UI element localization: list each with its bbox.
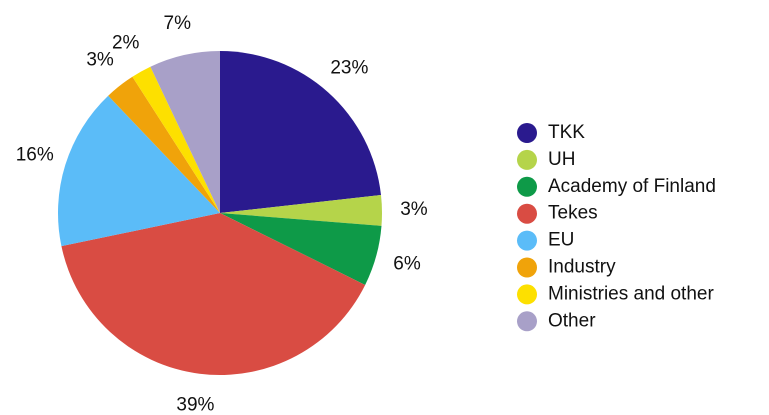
legend-label: UH — [548, 149, 575, 170]
legend-label: Academy of Finland — [548, 176, 716, 197]
slice-label: 6% — [393, 254, 421, 275]
legend-swatch — [517, 284, 537, 305]
slice-label: 23% — [330, 57, 368, 78]
legend-swatch — [517, 203, 537, 224]
pie-slice — [220, 51, 382, 213]
legend-swatch — [517, 149, 537, 170]
pie-slice — [61, 213, 366, 376]
pie-slice — [220, 195, 382, 226]
pie-slice — [150, 51, 220, 213]
legend-label: EU — [548, 230, 574, 251]
legend-label: Tekes — [548, 203, 598, 224]
pie-slice — [132, 66, 220, 214]
slice-label: 3% — [86, 50, 114, 71]
slice-label: 2% — [112, 32, 140, 53]
slice-label: 7% — [164, 13, 192, 34]
legend-swatch — [517, 123, 537, 143]
legend-label: Industry — [548, 257, 616, 278]
legend-label: Other — [548, 310, 596, 331]
legend-swatch — [517, 311, 537, 332]
legend-label: TKK — [548, 122, 585, 143]
legend-swatch — [517, 257, 537, 278]
slice-label: 3% — [400, 199, 428, 220]
pie-slice — [220, 213, 382, 285]
pie-slice — [108, 76, 220, 214]
legend-swatch — [517, 176, 537, 197]
legend-swatch — [517, 230, 537, 251]
pie-slice — [57, 95, 220, 247]
slice-label: 16% — [16, 144, 54, 165]
legend-label: Ministries and other — [548, 283, 714, 304]
slice-label: 39% — [176, 394, 214, 415]
